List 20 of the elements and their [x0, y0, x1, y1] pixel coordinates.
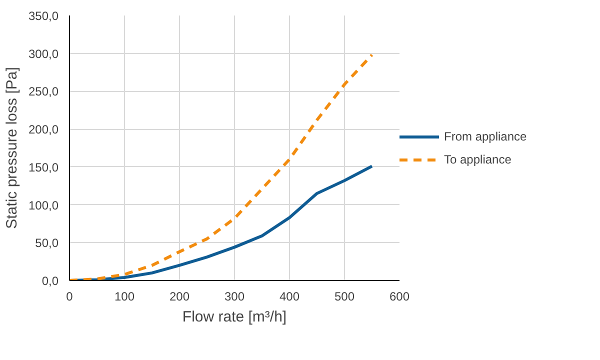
y-axis-title: Static pressure loss [Pa] [3, 67, 20, 229]
x-tick-label: 500 [334, 290, 355, 304]
y-tick-label: 250,0 [28, 84, 59, 99]
y-tick-label: 100,0 [28, 198, 59, 212]
y-tick-label: 0,0 [42, 274, 59, 288]
x-tick-label: 600 [389, 290, 410, 304]
x-tick-label: 100 [114, 290, 135, 304]
legend-label: From appliance [444, 129, 527, 143]
x-tick-label: 200 [169, 290, 190, 304]
y-tick-label: 350,0 [28, 9, 59, 23]
x-tick-label: 300 [224, 290, 245, 304]
y-tick-label: 150,0 [28, 160, 59, 174]
y-tick-label: 200,0 [28, 122, 59, 137]
legend-label: To appliance [444, 152, 512, 166]
line-series [70, 53, 374, 280]
y-tick-label: 50,0 [35, 236, 59, 250]
x-tick-label: 0 [66, 290, 74, 304]
x-tick-label: 400 [279, 290, 300, 304]
y-tick-label: 300,0 [28, 46, 59, 61]
x-axis-title: Flow rate [m³/h] [182, 308, 287, 326]
